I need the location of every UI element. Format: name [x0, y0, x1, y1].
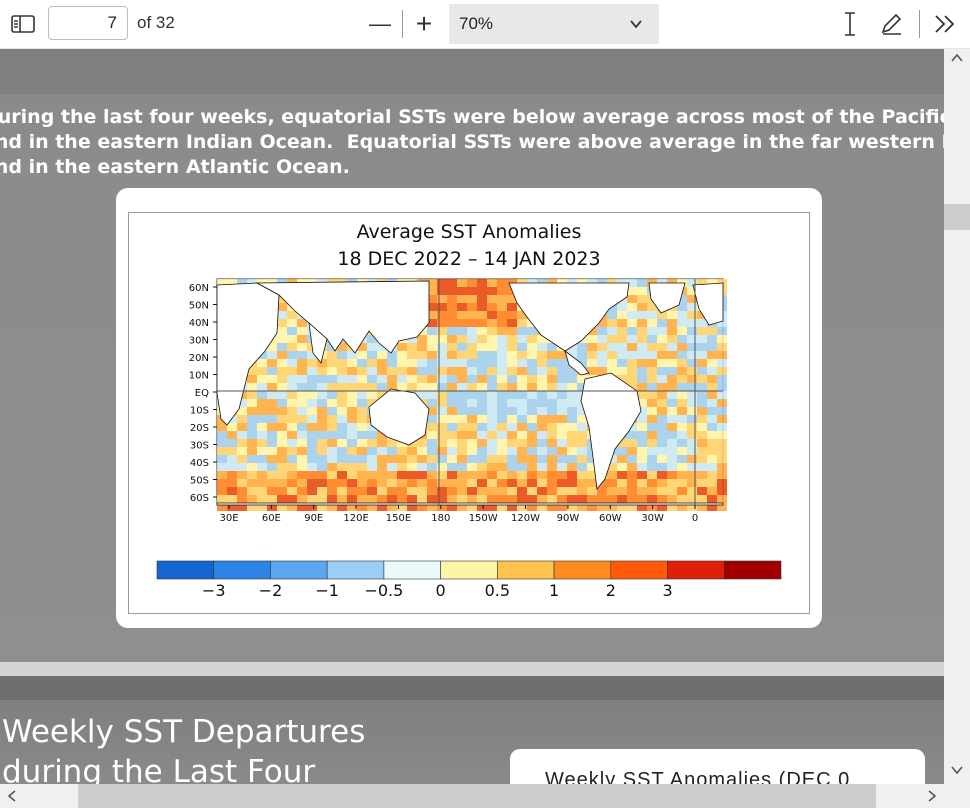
colorbar-label: −1	[315, 581, 339, 600]
lat-label: 10S	[190, 406, 209, 417]
scroll-up-icon[interactable]	[950, 51, 964, 67]
lat-label: 50N	[189, 301, 209, 312]
summary-paragraph: During the last four weeks, equatorial S…	[0, 106, 944, 178]
horizontal-scroll-thumb[interactable]	[78, 784, 876, 808]
colorbar-swatch	[497, 560, 555, 580]
lon-label: 90W	[557, 513, 580, 524]
lon-label: 30W	[641, 513, 664, 524]
more-tools-icon[interactable]	[932, 12, 958, 36]
lat-label: 20S	[190, 423, 209, 434]
lat-label: 10N	[189, 371, 209, 382]
lat-label: 30N	[189, 336, 209, 347]
colorbar-swatch	[213, 560, 271, 580]
lon-label: 120E	[343, 513, 368, 524]
longitude-axis: 30E 60E 90E 120E 150E 180 150W 120W 90W 60W 30W 0	[219, 505, 698, 524]
page-count-label: of 32	[137, 13, 175, 32]
sst-anomaly-figure: Average SST Anomalies 18 DEC 2022 – 14 J…	[128, 212, 810, 614]
lat-label: 60S	[190, 493, 209, 504]
next-figure-card: Weekly SST Anomalies (DEC 0	[510, 749, 925, 784]
colorbar-swatch	[270, 560, 328, 580]
pdf-toolbar: 7 of 32 — + 70%	[0, 0, 970, 49]
lon-label: 180	[431, 513, 450, 524]
colorbar-swatch	[610, 560, 668, 580]
colorbar-swatch	[440, 560, 498, 580]
scroll-down-icon[interactable]	[950, 763, 964, 779]
lat-label: 60N	[189, 283, 209, 294]
lon-label: 90E	[304, 513, 323, 524]
colorbar-label: −3	[202, 581, 226, 600]
zoom-in-button[interactable]: +	[415, 8, 433, 39]
pdf-page-next: Weekly SST Departures during the Last Fo…	[0, 676, 944, 784]
page-header-band	[0, 49, 944, 94]
lat-label: 50S	[190, 476, 209, 487]
page-number-input[interactable]: 7	[48, 6, 128, 40]
next-figure-title: Weekly SST Anomalies (DEC 0	[545, 769, 851, 784]
colorbar-labels: −3 −2 −1 −0.5 0 0.5 1 2 3	[202, 581, 673, 600]
latitude-axis: 60N 50N 40N 30N 20N 10N EQ 10S 20S 30S 40S 50S 60S	[189, 283, 217, 504]
colorbar-swatch	[667, 560, 725, 580]
sidebar-toggle-icon[interactable]	[10, 13, 36, 35]
document-viewport[interactable]: During the last four weeks, equatorial S…	[0, 49, 944, 784]
vertical-scrollbar[interactable]	[944, 49, 970, 784]
toolbar-divider-2	[919, 10, 920, 38]
zoom-out-button[interactable]: —	[369, 11, 391, 36]
colorbar-label: 3	[662, 581, 672, 600]
colorbar-label: 0.5	[485, 581, 510, 600]
map-panel	[216, 278, 727, 511]
colorbar-label: 1	[549, 581, 559, 600]
land-masses	[216, 280, 724, 506]
colorbar-swatch	[156, 560, 215, 580]
lat-label: EQ	[195, 388, 209, 399]
colorbar-label: −0.5	[364, 581, 403, 600]
vertical-scroll-thumb[interactable]	[944, 204, 970, 230]
chevron-down-icon	[629, 17, 643, 36]
draw-pen-icon[interactable]	[878, 10, 906, 38]
next-page-title: Weekly SST Departures during the Last Fo…	[2, 714, 366, 784]
lat-label: 40S	[190, 458, 209, 469]
horizontal-scrollbar[interactable]	[0, 784, 970, 808]
figure-subtitle: 18 DEC 2022 – 14 JAN 2023	[337, 248, 600, 270]
figure-title: Average SST Anomalies	[357, 221, 582, 243]
colorbar-label: 0	[436, 581, 446, 600]
lat-label: 30S	[190, 441, 209, 452]
page-header-band	[0, 676, 944, 700]
colorbar-swatch	[326, 560, 385, 580]
lon-label: 150W	[469, 513, 498, 524]
lon-label: 0	[692, 513, 698, 524]
lon-label: 30E	[219, 513, 238, 524]
lat-label: 40N	[189, 318, 209, 329]
zoom-select[interactable]: 70%	[449, 4, 659, 44]
lat-label: 20N	[189, 353, 209, 364]
colorbar-swatch	[383, 560, 441, 580]
colorbar	[156, 560, 782, 580]
toolbar-divider	[402, 10, 403, 38]
page-gap	[0, 662, 944, 676]
colorbar-label: −2	[259, 581, 283, 600]
lon-label: 60E	[262, 513, 281, 524]
colorbar-swatch	[723, 560, 782, 580]
colorbar-label: 2	[606, 581, 616, 600]
lon-label: 150E	[386, 513, 411, 524]
lon-label: 120W	[511, 513, 540, 524]
colorbar-swatch	[553, 560, 612, 580]
zoom-value: 70%	[459, 14, 494, 33]
lon-label: 60W	[599, 513, 622, 524]
pdf-page: During the last four weeks, equatorial S…	[0, 49, 944, 662]
text-select-icon[interactable]	[838, 10, 862, 38]
scroll-left-icon[interactable]	[6, 789, 18, 806]
scroll-right-icon[interactable]	[926, 789, 938, 806]
